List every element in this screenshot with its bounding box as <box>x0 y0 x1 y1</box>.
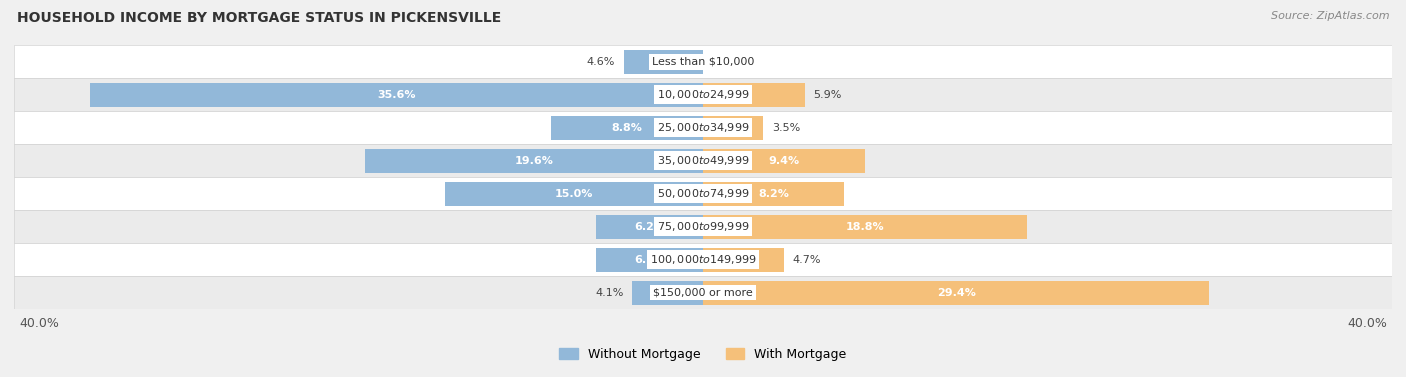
Bar <box>14 78 1392 111</box>
Bar <box>14 111 1392 144</box>
Text: 29.4%: 29.4% <box>936 288 976 298</box>
Text: 18.8%: 18.8% <box>845 222 884 232</box>
Bar <box>14 177 1392 210</box>
Text: 0.0%: 0.0% <box>711 57 740 67</box>
Text: 8.2%: 8.2% <box>758 188 789 199</box>
Text: 6.2%: 6.2% <box>634 222 665 232</box>
Text: 40.0%: 40.0% <box>20 317 59 330</box>
Text: HOUSEHOLD INCOME BY MORTGAGE STATUS IN PICKENSVILLE: HOUSEHOLD INCOME BY MORTGAGE STATUS IN P… <box>17 11 501 25</box>
Bar <box>703 83 804 107</box>
Bar <box>14 144 1392 177</box>
Text: 9.4%: 9.4% <box>769 156 800 166</box>
Bar <box>14 45 1392 78</box>
Bar <box>596 248 703 271</box>
Bar <box>703 215 1026 239</box>
Text: 6.2%: 6.2% <box>634 254 665 265</box>
Bar <box>703 149 865 173</box>
Text: 35.6%: 35.6% <box>377 90 416 100</box>
Bar <box>444 182 703 205</box>
Text: $150,000 or more: $150,000 or more <box>654 288 752 298</box>
Text: $35,000 to $49,999: $35,000 to $49,999 <box>657 154 749 167</box>
Text: 4.1%: 4.1% <box>595 288 624 298</box>
Bar <box>14 210 1392 243</box>
Bar <box>596 215 703 239</box>
Text: 8.8%: 8.8% <box>612 123 643 133</box>
Text: $75,000 to $99,999: $75,000 to $99,999 <box>657 220 749 233</box>
Bar <box>624 50 703 74</box>
Text: Source: ZipAtlas.com: Source: ZipAtlas.com <box>1271 11 1389 21</box>
Bar <box>366 149 703 173</box>
Text: $10,000 to $24,999: $10,000 to $24,999 <box>657 88 749 101</box>
Text: $25,000 to $34,999: $25,000 to $34,999 <box>657 121 749 134</box>
Bar <box>14 276 1392 309</box>
Text: 19.6%: 19.6% <box>515 156 554 166</box>
Legend: Without Mortgage, With Mortgage: Without Mortgage, With Mortgage <box>560 348 846 361</box>
Text: 3.5%: 3.5% <box>772 123 800 133</box>
Bar <box>633 281 703 305</box>
Text: 40.0%: 40.0% <box>1347 317 1386 330</box>
Text: 4.6%: 4.6% <box>586 57 616 67</box>
Bar <box>703 248 785 271</box>
Bar <box>703 281 1209 305</box>
Bar <box>14 243 1392 276</box>
Bar <box>551 116 703 139</box>
Bar <box>90 83 703 107</box>
Bar <box>703 182 844 205</box>
Bar <box>703 116 763 139</box>
Text: $50,000 to $74,999: $50,000 to $74,999 <box>657 187 749 200</box>
Text: $100,000 to $149,999: $100,000 to $149,999 <box>650 253 756 266</box>
Text: 4.7%: 4.7% <box>793 254 821 265</box>
Text: 15.0%: 15.0% <box>554 188 593 199</box>
Text: Less than $10,000: Less than $10,000 <box>652 57 754 67</box>
Text: 5.9%: 5.9% <box>813 90 842 100</box>
